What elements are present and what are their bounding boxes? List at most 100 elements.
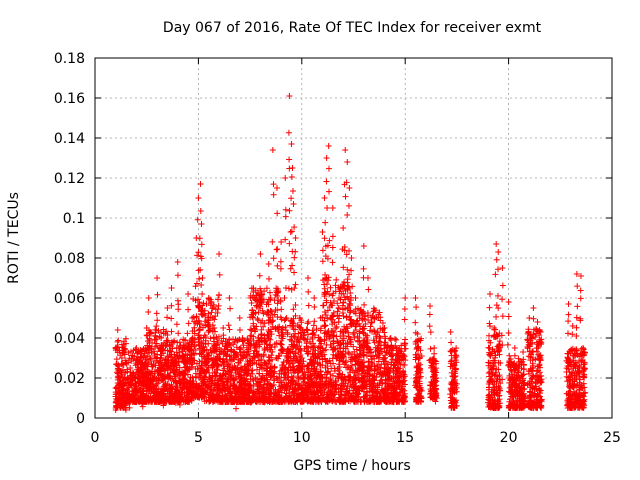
data-point	[343, 395, 350, 402]
data-point	[156, 359, 163, 366]
data-point	[215, 302, 222, 309]
data-point	[212, 358, 219, 365]
data-point	[210, 392, 217, 399]
data-point	[182, 337, 189, 344]
data-point	[257, 251, 264, 257]
data-point	[315, 398, 322, 405]
data-point	[207, 335, 214, 342]
data-point	[332, 386, 339, 393]
data-point	[342, 350, 349, 357]
data-point	[533, 368, 540, 375]
data-point	[305, 331, 312, 338]
data-point	[139, 361, 146, 368]
data-point	[269, 147, 276, 153]
data-point	[259, 307, 266, 314]
data-point	[320, 302, 327, 309]
data-point	[152, 326, 159, 333]
data-point	[120, 347, 127, 354]
data-point	[174, 259, 181, 265]
data-point	[290, 363, 297, 370]
data-point	[253, 398, 260, 405]
data-point	[333, 276, 340, 283]
data-point	[347, 394, 354, 401]
data-point	[121, 338, 128, 345]
data-point	[114, 327, 121, 333]
data-point	[341, 294, 348, 301]
data-point	[192, 347, 199, 354]
data-point	[249, 367, 256, 374]
data-point	[202, 322, 209, 329]
data-point	[330, 332, 337, 339]
data-point	[271, 341, 278, 348]
data-point	[138, 351, 145, 358]
data-point	[197, 181, 204, 187]
data-point	[296, 346, 303, 353]
data-point	[257, 376, 264, 383]
data-point	[303, 397, 310, 404]
data-point	[350, 331, 357, 338]
data-point	[168, 394, 175, 401]
data-point	[303, 343, 310, 350]
data-point	[306, 359, 313, 366]
data-point	[224, 348, 231, 355]
data-point	[327, 284, 334, 291]
data-point	[265, 275, 272, 282]
data-point	[225, 388, 232, 395]
data-point	[190, 394, 197, 401]
data-point	[360, 394, 367, 401]
data-point	[262, 337, 269, 344]
data-point	[226, 295, 233, 301]
data-point	[229, 377, 236, 384]
data-point	[263, 385, 270, 392]
data-point	[285, 380, 292, 387]
data-point	[156, 344, 163, 351]
data-point	[196, 374, 203, 381]
data-point	[291, 384, 298, 391]
data-point	[243, 351, 250, 358]
data-point	[252, 396, 259, 403]
data-point	[191, 390, 198, 397]
data-point	[145, 295, 152, 301]
data-point	[214, 309, 221, 316]
data-point	[391, 335, 398, 342]
data-point	[228, 347, 235, 354]
data-point	[199, 275, 206, 281]
data-point	[183, 367, 190, 374]
data-point	[252, 354, 259, 361]
data-point	[255, 390, 262, 397]
data-point	[226, 326, 233, 333]
data-point	[230, 341, 237, 348]
data-point	[333, 355, 340, 362]
data-point	[198, 362, 205, 369]
data-point	[347, 307, 354, 314]
data-point	[126, 355, 133, 362]
data-point	[258, 338, 265, 345]
data-point	[345, 304, 352, 311]
data-point	[288, 373, 295, 380]
data-point	[326, 357, 333, 364]
data-point	[182, 344, 189, 351]
data-point	[364, 339, 371, 346]
data-point	[283, 376, 290, 383]
data-point	[343, 389, 350, 396]
data-point	[354, 338, 361, 345]
data-point	[280, 397, 287, 404]
data-point	[322, 364, 329, 371]
data-point	[212, 342, 219, 349]
data-point	[376, 382, 383, 389]
data-point	[260, 351, 267, 358]
data-point	[166, 341, 173, 348]
data-point	[225, 368, 232, 375]
data-point	[337, 333, 344, 340]
data-point	[347, 373, 354, 380]
data-point	[257, 319, 264, 326]
data-point	[274, 262, 281, 269]
data-point	[115, 344, 122, 351]
data-point	[287, 318, 294, 325]
data-point	[233, 405, 240, 412]
data-point	[335, 385, 342, 392]
data-point	[343, 313, 350, 320]
data-point	[329, 321, 336, 328]
data-point	[221, 346, 228, 353]
data-point	[270, 191, 277, 198]
